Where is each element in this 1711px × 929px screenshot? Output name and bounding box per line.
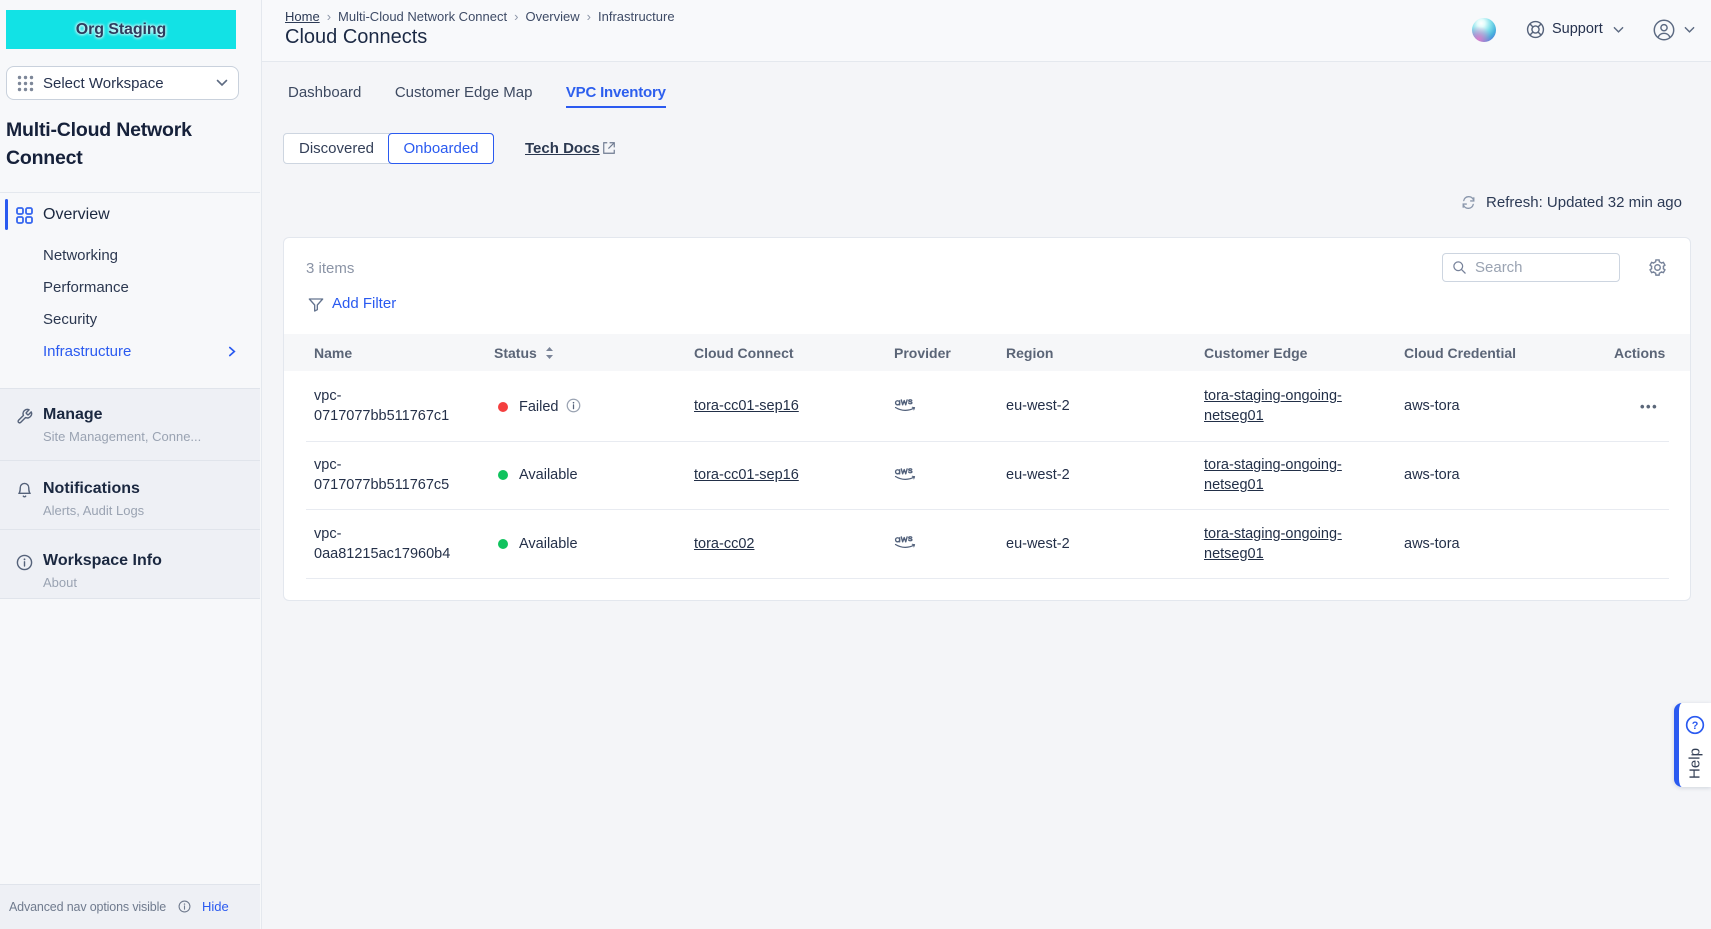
svg-text:?: ? bbox=[1692, 720, 1699, 732]
